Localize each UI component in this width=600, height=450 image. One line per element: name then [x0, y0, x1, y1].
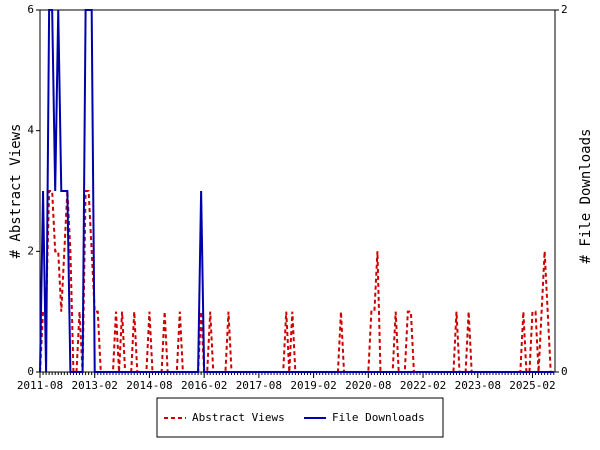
y2-tick-label: 2 — [561, 3, 568, 16]
x-tick-label: 2013-02 — [72, 379, 118, 392]
x-tick-label: 2023-08 — [455, 379, 501, 392]
x-tick-label: 2011-08 — [17, 379, 63, 392]
series-line — [39, 9, 554, 373]
y-tick-label: 6 — [27, 3, 34, 16]
x-tick-label: 2022-02 — [400, 379, 446, 392]
x-tick-label: 2016-02 — [181, 379, 227, 392]
y2-tick-label: 0 — [561, 365, 568, 378]
x-tick-label: 2025-02 — [509, 379, 555, 392]
legend-label: File Downloads — [332, 411, 425, 424]
legend-label: Abstract Views — [192, 411, 285, 424]
x-tick-label: 2019-02 — [290, 379, 336, 392]
x-tick-label: 2017-08 — [236, 379, 282, 392]
x-tick-label: 2014-08 — [126, 379, 172, 392]
y2-axis-title: # File Downloads — [578, 129, 594, 264]
y-tick-label: 2 — [27, 244, 34, 257]
y-tick-label: 4 — [27, 124, 34, 137]
legend — [156, 397, 444, 438]
series-line — [39, 190, 554, 373]
x-tick-label: 2020-08 — [345, 379, 391, 392]
y-tick-label: 0 — [27, 365, 34, 378]
y-axis-title: # Abstract Views — [8, 124, 24, 259]
